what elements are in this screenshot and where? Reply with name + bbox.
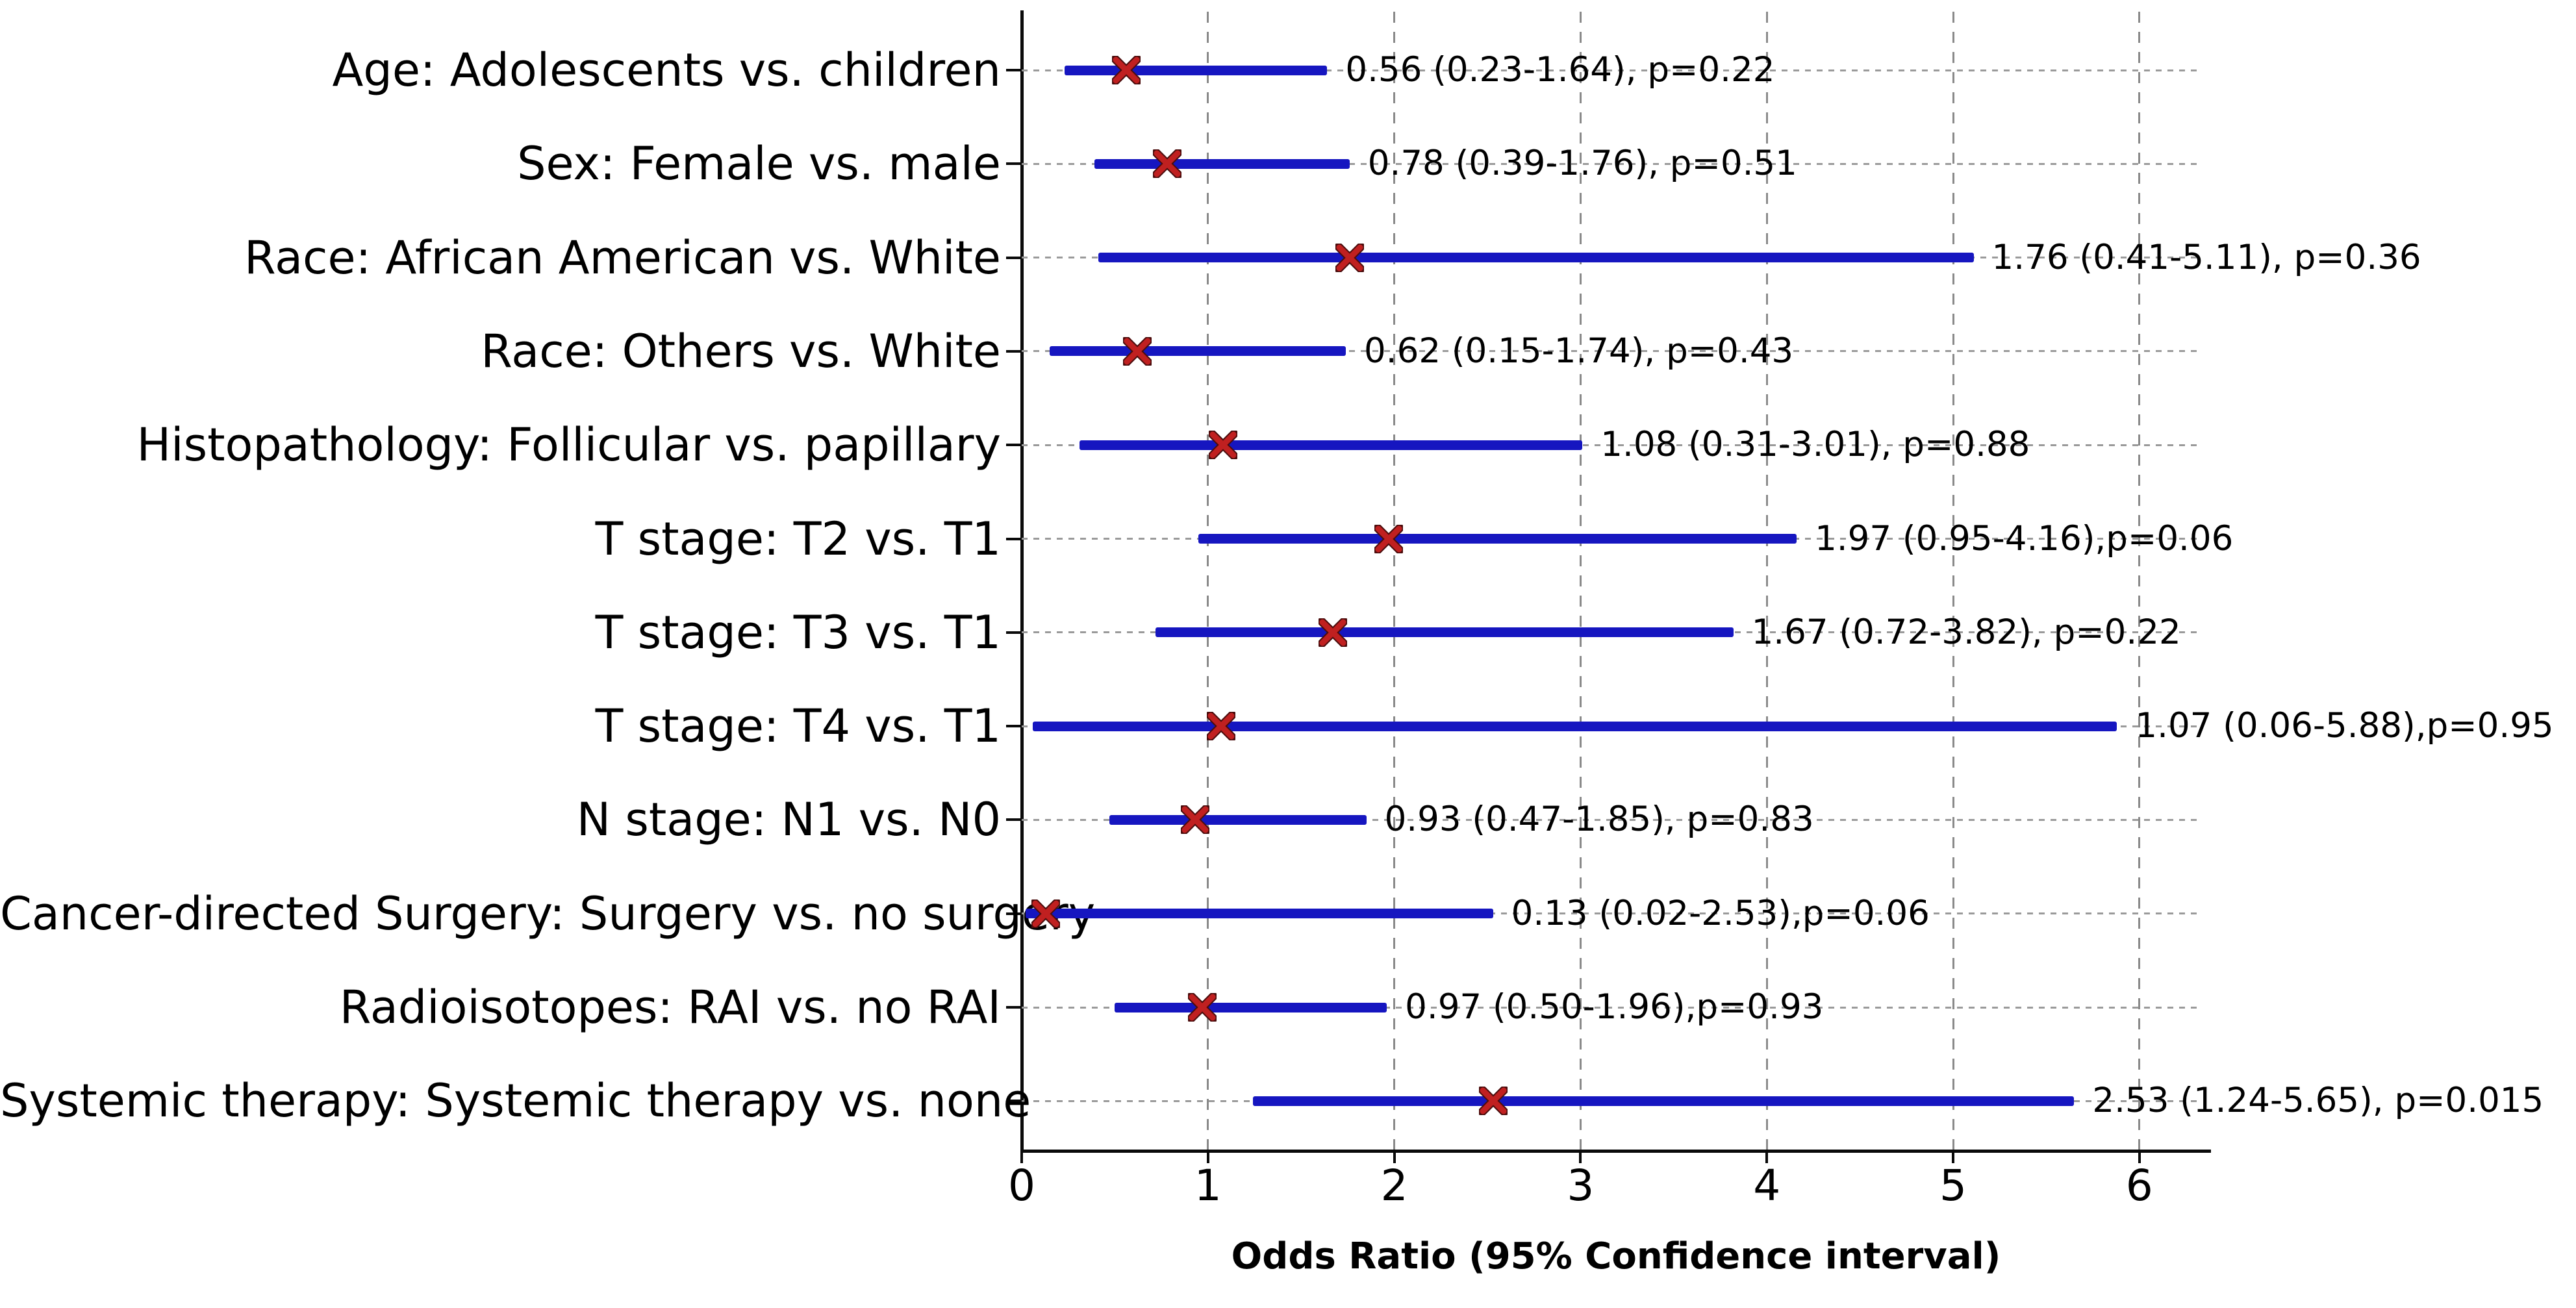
vertical-gridline bbox=[1952, 12, 1954, 1151]
row-dashed-line bbox=[1022, 818, 2202, 821]
point-estimate-x-marker bbox=[1206, 711, 1237, 742]
row-dashed-line bbox=[1022, 350, 2202, 353]
confidence-interval-bar bbox=[1198, 534, 1797, 544]
x-tick-label: 3 bbox=[1567, 1161, 1595, 1211]
y-tick-mark bbox=[1006, 256, 1020, 259]
x-tick-label: 5 bbox=[1939, 1161, 1967, 1211]
row-annotation: 1.76 (0.41-5.11), p=0.36 bbox=[1991, 237, 2421, 277]
row-label: Histopathology: Follicular vs. papillary bbox=[136, 418, 1001, 472]
row-dashed-line bbox=[1022, 162, 2202, 165]
x-tick-label: 4 bbox=[1753, 1161, 1781, 1211]
confidence-interval-bar bbox=[1025, 909, 1493, 919]
y-tick-mark bbox=[1006, 444, 1020, 447]
row-annotation: 0.56 (0.23-1.64), p=0.22 bbox=[1345, 50, 1775, 90]
row-label: T stage: T4 vs. T1 bbox=[595, 699, 1001, 753]
point-estimate-x-marker bbox=[1334, 242, 1365, 273]
y-tick-mark bbox=[1006, 537, 1020, 540]
point-estimate-x-marker bbox=[1111, 55, 1142, 86]
point-estimate-x-marker bbox=[1207, 429, 1239, 460]
x-axis-line bbox=[1020, 1150, 2211, 1153]
row-annotation: 1.08 (0.31-3.01), p=0.88 bbox=[1600, 425, 2030, 465]
row-label: Cancer-directed Surgery: Surgery vs. no … bbox=[0, 887, 1096, 940]
vertical-gridline bbox=[2138, 12, 2141, 1151]
row-dashed-line bbox=[1022, 1006, 2202, 1009]
y-tick-mark bbox=[1006, 69, 1020, 71]
x-tick-label: 1 bbox=[1194, 1161, 1222, 1211]
point-estimate-x-marker bbox=[1317, 617, 1348, 648]
confidence-interval-bar bbox=[1109, 814, 1367, 825]
confidence-interval-bar bbox=[1079, 440, 1583, 450]
confidence-interval-bar bbox=[1252, 1096, 2075, 1106]
x-tick-mark bbox=[1952, 1153, 1954, 1163]
vertical-gridline bbox=[1765, 12, 1768, 1151]
vertical-gridline bbox=[1579, 12, 1582, 1151]
y-tick-mark bbox=[1006, 818, 1020, 822]
row-label: N stage: N1 vs. N0 bbox=[576, 793, 1001, 847]
row-dashed-line bbox=[1022, 69, 2202, 71]
row-label: T stage: T2 vs. T1 bbox=[595, 512, 1001, 566]
row-label: T stage: T3 vs. T1 bbox=[595, 605, 1001, 659]
y-tick-mark bbox=[1006, 162, 1020, 166]
point-estimate-x-marker bbox=[1180, 804, 1211, 835]
y-tick-mark bbox=[1006, 349, 1020, 353]
row-dashed-line bbox=[1022, 444, 2202, 446]
x-tick-label: 6 bbox=[2125, 1161, 2153, 1211]
row-label: Systemic therapy: Systemic therapy vs. n… bbox=[0, 1074, 1031, 1128]
row-annotation: 2.53 (1.24-5.65), p=0.015 bbox=[2092, 1081, 2544, 1121]
point-estimate-x-marker bbox=[1122, 336, 1153, 367]
confidence-interval-bar bbox=[1050, 346, 1346, 357]
row-annotation: 1.97 (0.95-4.16),p=0.06 bbox=[1815, 518, 2234, 559]
row-label: Sex: Female vs. male bbox=[517, 137, 1001, 191]
confidence-interval-bar bbox=[1115, 1002, 1387, 1012]
row-label: Radioisotopes: RAI vs. no RAI bbox=[339, 981, 1001, 1034]
x-tick-label: 2 bbox=[1380, 1161, 1408, 1211]
x-tick-mark bbox=[2138, 1153, 2141, 1163]
x-axis-title: Odds Ratio (95% Confidence interval) bbox=[1231, 1235, 2001, 1277]
y-tick-mark bbox=[1006, 725, 1020, 728]
row-annotation: 0.93 (0.47-1.85), p=0.83 bbox=[1384, 799, 1814, 840]
point-estimate-x-marker bbox=[1187, 992, 1218, 1023]
point-estimate-x-marker bbox=[1373, 523, 1404, 554]
confidence-interval-bar bbox=[1155, 627, 1734, 638]
vertical-gridline bbox=[1393, 12, 1396, 1151]
row-annotation: 1.67 (0.72-3.82), p=0.22 bbox=[1751, 612, 2181, 652]
row-annotation: 0.78 (0.39-1.76), p=0.51 bbox=[1367, 144, 1797, 184]
vertical-gridline bbox=[1207, 12, 1209, 1151]
row-annotation: 1.07 (0.06-5.88),p=0.95 bbox=[2135, 706, 2554, 746]
x-tick-mark bbox=[1020, 1153, 1023, 1163]
confidence-interval-bar bbox=[1094, 158, 1350, 169]
row-label: Race: African American vs. White bbox=[244, 231, 1001, 284]
row-annotation: 0.13 (0.02-2.53),p=0.06 bbox=[1511, 893, 1930, 933]
x-tick-mark bbox=[1206, 1153, 1209, 1163]
y-axis-line bbox=[1020, 10, 1024, 1152]
row-label: Age: Adolescents vs. children bbox=[332, 44, 1001, 97]
x-tick-mark bbox=[1579, 1153, 1582, 1163]
y-tick-mark bbox=[1006, 1006, 1020, 1009]
confidence-interval-bar bbox=[1098, 253, 1974, 263]
row-dashed-line bbox=[1022, 912, 2202, 915]
point-estimate-x-marker bbox=[1030, 898, 1061, 929]
y-tick-mark bbox=[1006, 631, 1020, 634]
x-tick-mark bbox=[1393, 1153, 1396, 1163]
x-tick-label: 0 bbox=[1008, 1161, 1035, 1211]
x-tick-mark bbox=[1765, 1153, 1769, 1163]
confidence-interval-bar bbox=[1033, 721, 2117, 731]
y-tick-mark bbox=[1006, 912, 1020, 915]
point-estimate-x-marker bbox=[1152, 148, 1183, 179]
row-annotation: 0.62 (0.15-1.74), p=0.43 bbox=[1364, 331, 1794, 371]
row-label: Race: Others vs. White bbox=[481, 324, 1001, 378]
point-estimate-x-marker bbox=[1478, 1085, 1509, 1116]
row-annotation: 0.97 (0.50-1.96),p=0.93 bbox=[1405, 987, 1824, 1027]
confidence-interval-bar bbox=[1064, 65, 1328, 75]
y-tick-mark bbox=[1006, 1100, 1020, 1103]
